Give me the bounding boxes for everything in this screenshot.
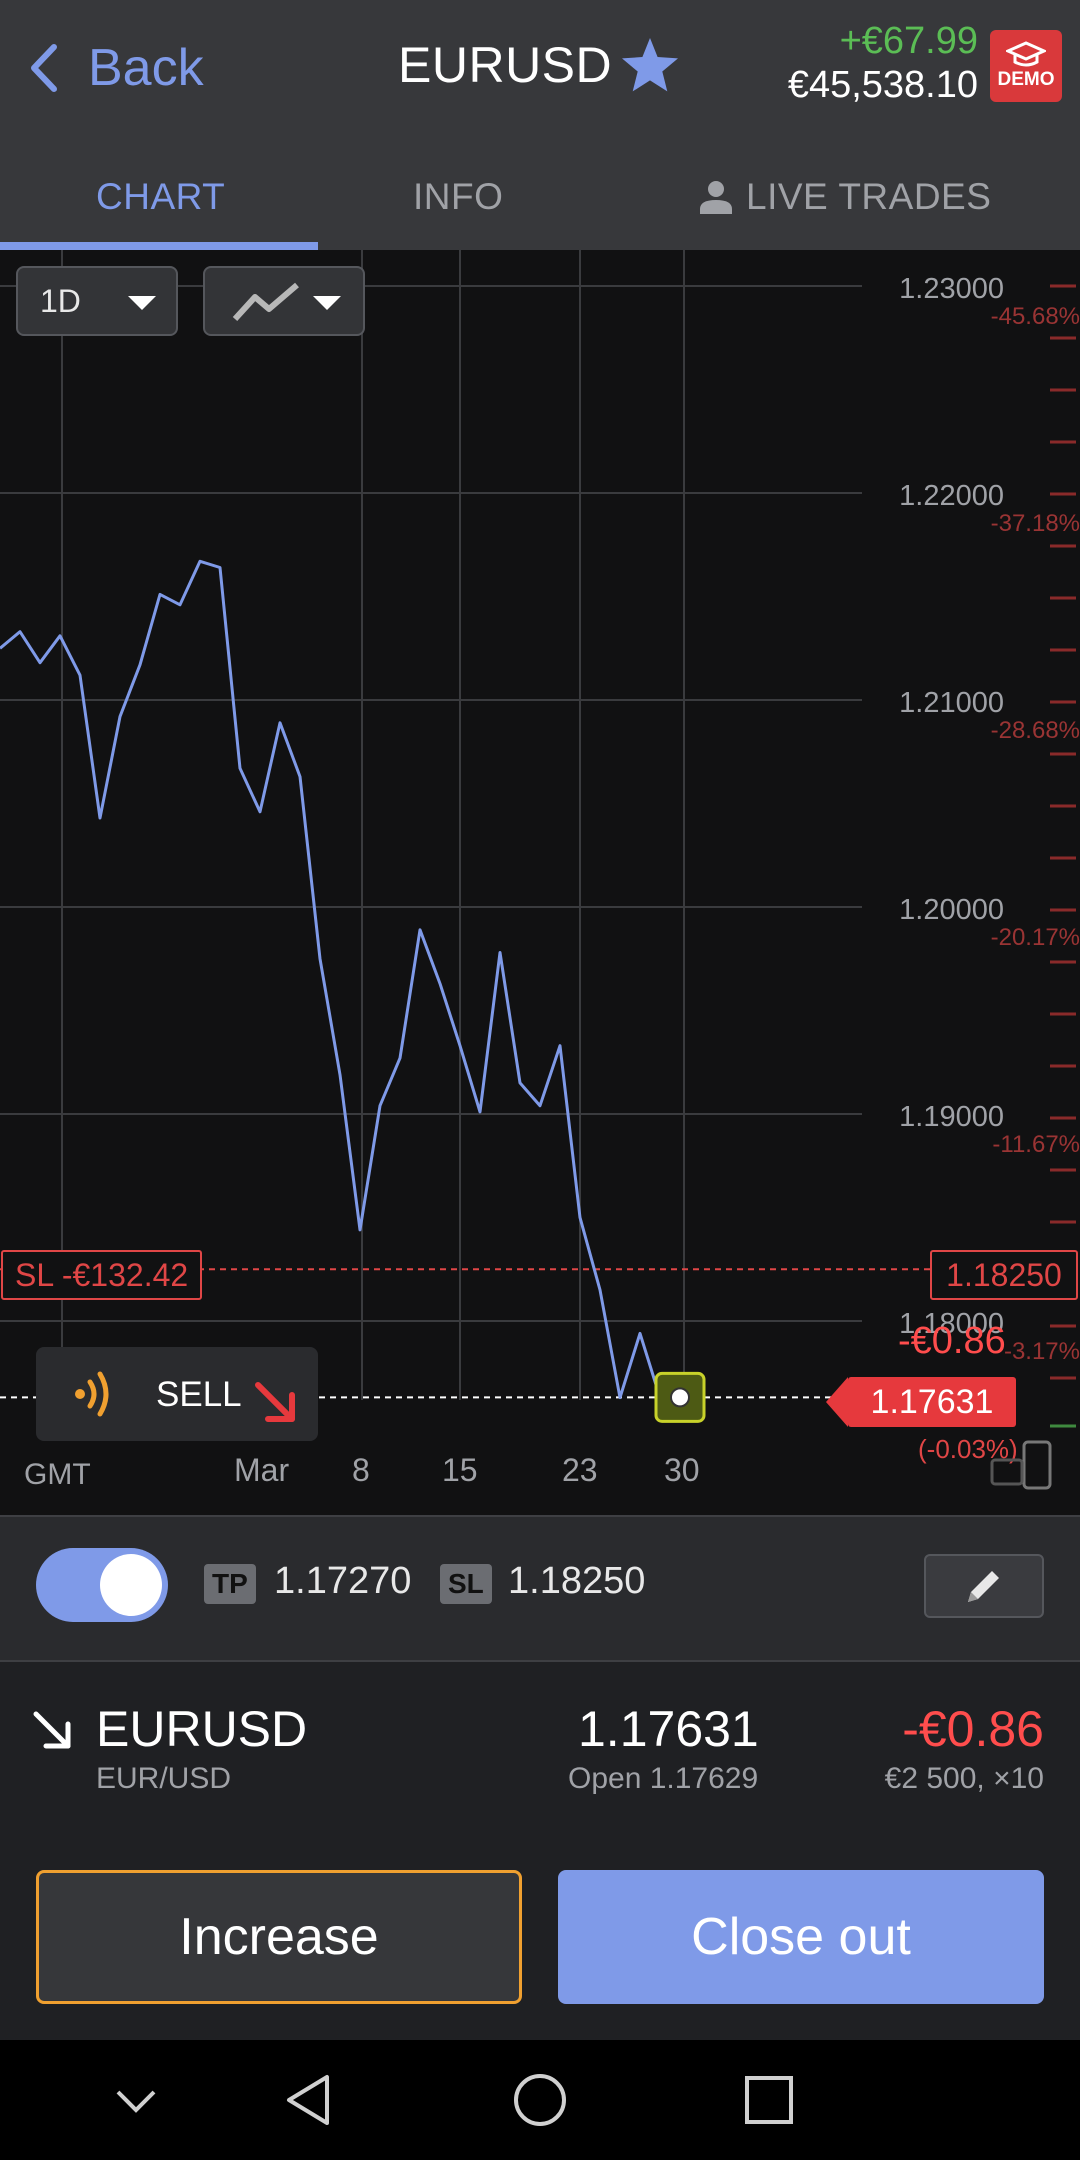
y-pct-tick-label: -20.17% <box>991 924 1080 951</box>
price-series-line <box>0 559 662 1400</box>
y-tick-label: 1.22000 <box>899 480 1004 512</box>
instrument-title: EURUSD <box>398 37 613 93</box>
caret-down-icon <box>128 296 156 310</box>
chevron-left-icon <box>31 44 57 92</box>
position-price: 1.17631 <box>578 1701 759 1757</box>
tab-indicator <box>0 242 318 250</box>
device-rotate-icon[interactable] <box>988 1438 1058 1494</box>
position-row[interactable] <box>0 1660 1080 1835</box>
position-pair: EUR/USD <box>96 1762 232 1795</box>
stop-loss-tag[interactable]: SL -€132.42 <box>1 1250 203 1300</box>
sl-chip: SL <box>440 1564 492 1604</box>
sell-direction-badge: SELL <box>36 1347 318 1441</box>
nav-home-icon[interactable] <box>512 2072 568 2128</box>
y-pct-tick-label: -3.17% <box>1004 1338 1080 1365</box>
tab-info[interactable]: INFO <box>413 176 503 218</box>
signal-icon <box>75 1371 109 1417</box>
arrow-down-right-icon <box>255 1382 295 1422</box>
close-out-button[interactable]: Close out <box>558 1870 1044 2004</box>
x-tick: 23 <box>562 1452 598 1488</box>
y-pct-tick-label: -45.68% <box>991 303 1080 330</box>
back-button[interactable]: Back <box>28 30 204 106</box>
position-open-price: Open 1.17629 <box>568 1762 759 1795</box>
top-bar: Back EURUSD +€67.99 €45,538.10 DEMO <box>0 0 1080 146</box>
demo-badge[interactable]: DEMO <box>990 30 1062 102</box>
period-value: 1D <box>40 282 81 319</box>
tab-chart-label: CHART <box>96 176 226 217</box>
chart-position-pnl: -€0.86 <box>898 1320 1006 1362</box>
y-pct-tick-label: -11.67% <box>992 1131 1080 1158</box>
chart-type-dropdown[interactable] <box>203 266 365 336</box>
tp-value[interactable]: 1.17270 <box>274 1560 412 1602</box>
price-chart[interactable] <box>0 250 1080 1515</box>
arrow-down-right-icon <box>33 1711 71 1749</box>
chart-plot[interactable]: 1.23000-45.68% 1.22000-37.18% 1.21000-28.6… <box>0 250 1080 1515</box>
x-tick: 8 <box>352 1452 370 1488</box>
account-balance: €45,538.10 <box>787 64 978 106</box>
y-pct-tick-label: -37.18% <box>991 510 1080 537</box>
tab-chart[interactable]: CHART <box>96 176 225 218</box>
graduation-cap-icon <box>1006 41 1046 67</box>
tab-live-trades[interactable]: LIVE TRADES <box>700 176 991 218</box>
current-price-tag: 1.17631 <box>826 1377 1016 1427</box>
y-tick-label: 1.18000 <box>899 1308 1004 1340</box>
x-tick: Mar <box>234 1452 290 1488</box>
person-icon <box>700 181 732 214</box>
tab-bar: CHART INFO LIVE TRADES <box>0 146 1080 250</box>
chevron-down-icon[interactable] <box>114 2086 158 2116</box>
pencil-icon <box>968 1571 999 1602</box>
tpsl-toggle[interactable] <box>36 1548 168 1622</box>
x-tick: 15 <box>442 1452 478 1488</box>
sl-value[interactable]: 1.18250 <box>508 1560 646 1602</box>
x-tick: 30 <box>664 1452 700 1488</box>
tab-info-label: INFO <box>413 176 504 217</box>
position-pnl: -€0.86 <box>902 1701 1044 1757</box>
tab-live-trades-label: LIVE TRADES <box>746 176 992 217</box>
y-tick-label: 1.21000 <box>899 687 1004 719</box>
demo-label: DEMO <box>997 69 1055 90</box>
position-marker-dot <box>670 1387 690 1408</box>
star-icon[interactable] <box>620 36 680 94</box>
edit-tpsl-button[interactable] <box>924 1554 1044 1618</box>
position-size: €2 500, ×10 <box>884 1762 1044 1795</box>
nav-back-icon[interactable] <box>283 2073 333 2127</box>
tp-chip: TP <box>204 1564 256 1604</box>
stop-loss-price-tag[interactable]: 1.18250 <box>930 1250 1078 1300</box>
y-tick-label: 1.20000 <box>899 894 1004 926</box>
nav-recents-icon[interactable] <box>744 2075 794 2125</box>
increase-button[interactable]: Increase <box>36 1870 522 2004</box>
y-pct-tick-label: -28.68% <box>991 717 1080 744</box>
sell-label: SELL <box>156 1375 242 1414</box>
line-chart-icon <box>232 282 299 322</box>
period-dropdown[interactable]: 1D <box>16 266 178 336</box>
back-label: Back <box>88 39 204 97</box>
caret-down-icon <box>313 296 341 310</box>
position-symbol: EURUSD <box>96 1701 308 1757</box>
y-tick-label: 1.23000 <box>899 273 1004 305</box>
account-pnl: +€67.99 <box>839 20 978 62</box>
tpsl-row <box>0 1515 1080 1660</box>
y-tick-label: 1.19000 <box>899 1101 1004 1133</box>
timezone-label: GMT <box>24 1458 91 1491</box>
system-nav-bar <box>0 2040 1080 2160</box>
